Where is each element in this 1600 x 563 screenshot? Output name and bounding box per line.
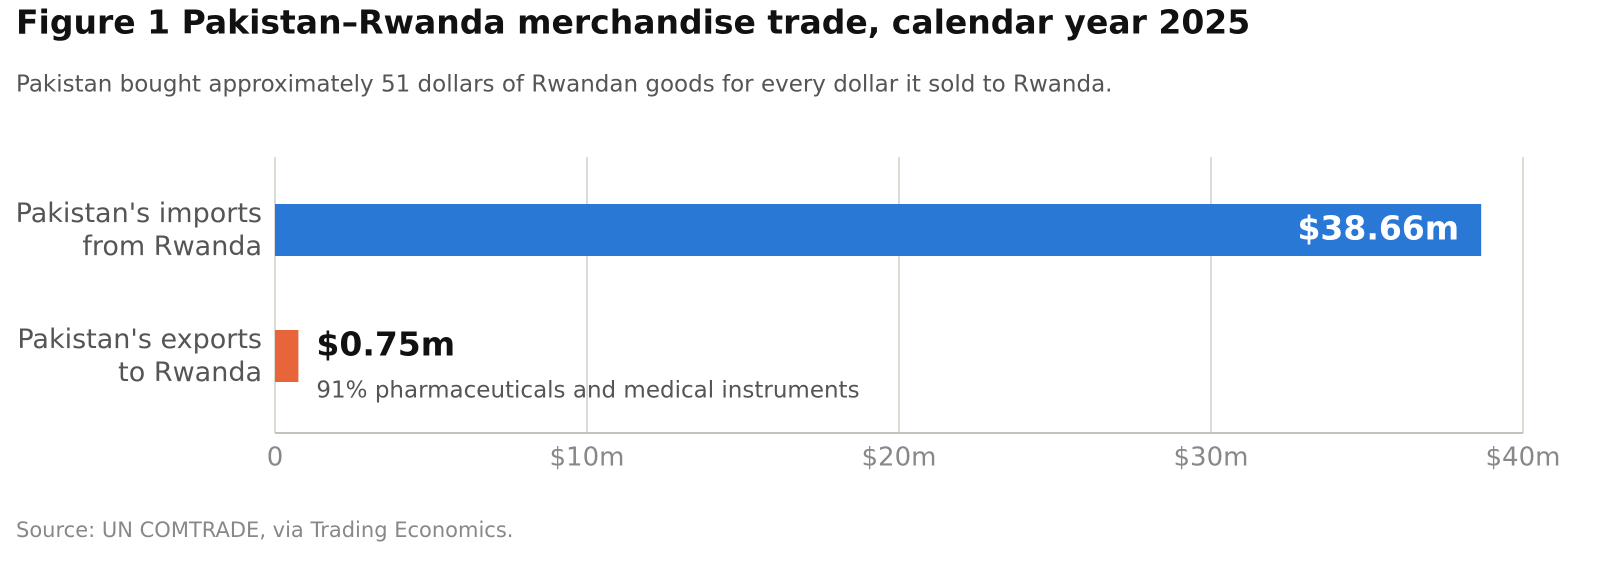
x-tick-label: $30m (1174, 443, 1249, 473)
y-tick-label: Pakistan's imports from Rwanda (15, 198, 262, 262)
source-note: Source: UN COMTRADE, via Trading Economi… (16, 518, 513, 542)
bar (275, 330, 299, 382)
value-label: $0.75m (316, 325, 455, 364)
chart-title: Figure 1 Pakistan–Rwanda merchandise tra… (16, 3, 1250, 42)
x-tick-label: $40m (1486, 443, 1561, 473)
x-tick-label: $20m (862, 443, 937, 473)
y-tick-label: Pakistan's exports to Rwanda (17, 324, 262, 388)
x-tick-label: 0 (267, 443, 284, 473)
annotation: 91% pharmaceuticals and medical instrume… (316, 378, 859, 404)
bar (275, 204, 1482, 256)
chart-subtitle: Pakistan bought approximately 51 dollars… (16, 72, 1113, 98)
x-tick-label: $10m (550, 443, 625, 473)
value-label: $38.66m (1297, 209, 1459, 248)
